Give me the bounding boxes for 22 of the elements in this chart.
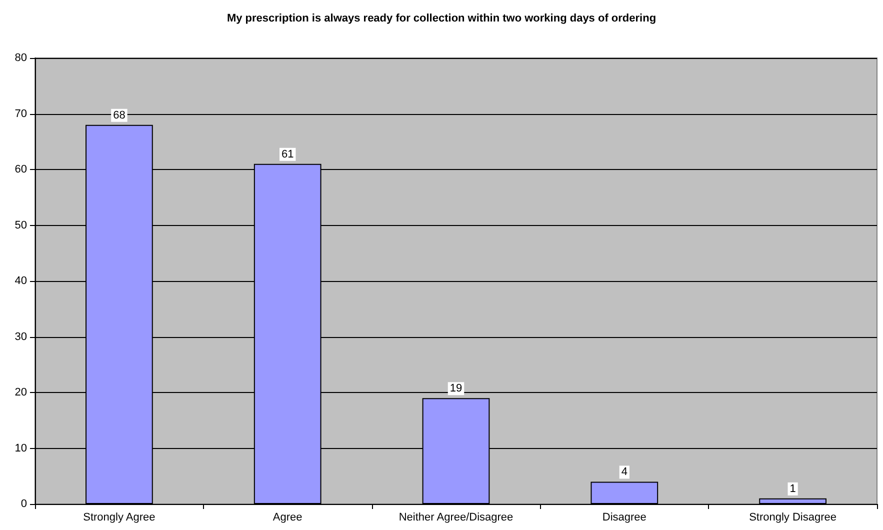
data-label: 68 bbox=[113, 109, 126, 122]
bar bbox=[759, 498, 826, 504]
y-tick-label: 60 bbox=[14, 164, 27, 176]
chart-title: My prescription is always ready for collection within two working days of ordering bbox=[226, 12, 656, 24]
y-tick-label: 20 bbox=[14, 386, 27, 398]
data-label: 61 bbox=[281, 148, 294, 160]
bar bbox=[590, 482, 658, 504]
data-label: 4 bbox=[621, 466, 628, 478]
y-tick-label: 10 bbox=[14, 442, 27, 454]
y-tick-label: 80 bbox=[14, 52, 27, 64]
y-tick-label: 40 bbox=[14, 275, 27, 287]
data-label: 19 bbox=[450, 382, 462, 395]
x-tick-label: Disagree bbox=[602, 512, 646, 524]
x-tick-label: Neither Agree/Disagree bbox=[398, 512, 514, 524]
data-label: 1 bbox=[790, 482, 796, 495]
x-tick-label: Agree bbox=[272, 512, 302, 524]
y-tick-label: 70 bbox=[14, 108, 27, 120]
x-tick-label: Strongly Disagree bbox=[749, 512, 837, 524]
y-tick-label: 0 bbox=[20, 498, 27, 510]
y-tick-label: 30 bbox=[14, 330, 27, 343]
y-tick-label: 50 bbox=[14, 219, 27, 232]
x-tick-label: Strongly Agree bbox=[83, 512, 156, 524]
